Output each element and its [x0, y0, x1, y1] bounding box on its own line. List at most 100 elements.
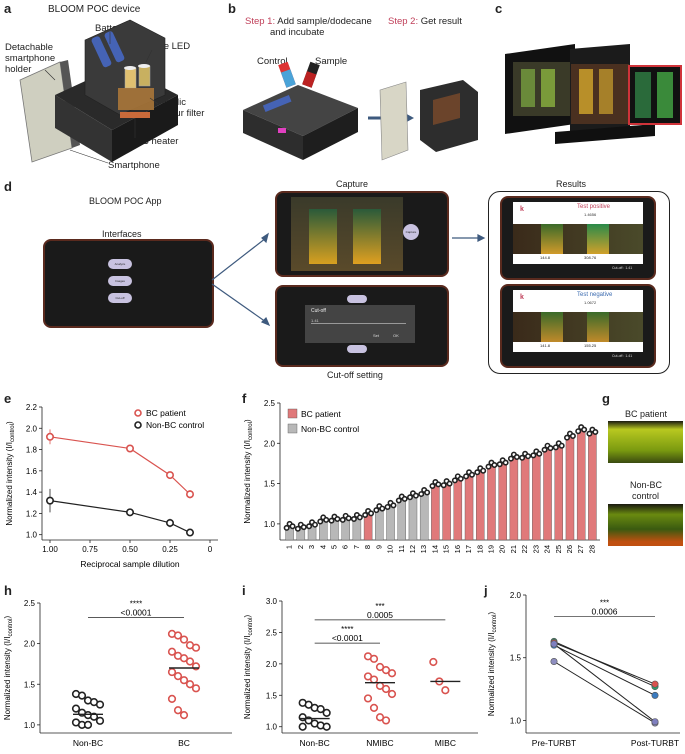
bar — [375, 509, 384, 541]
g-nonbc-label-1: Non-BC — [630, 480, 663, 490]
result-positive-cutoff: Cut-off : 1.41 — [612, 266, 633, 270]
y-tick-label: 2.0 — [264, 439, 276, 448]
replicate-point — [424, 489, 431, 496]
x-tick-label: 0 — [208, 545, 213, 554]
label-colour-filter: colour filter — [158, 108, 205, 119]
replicate-point — [592, 429, 599, 436]
result-negative-left: 141.8 — [540, 343, 551, 348]
y-tick-label: 2.5 — [24, 599, 36, 608]
panel-label-h: h — [4, 583, 12, 598]
cutoff-ok-button[interactable]: OK — [393, 333, 399, 338]
data-point — [186, 528, 195, 537]
x-tick-label: 26 — [565, 545, 574, 553]
bar — [453, 479, 463, 541]
result-positive-value: 1.4656 — [584, 212, 597, 217]
x-tick-label: 7 — [352, 545, 361, 549]
x-tick-label: 27 — [576, 545, 585, 553]
fit-curve-bc — [49, 436, 191, 495]
significance-stars: **** — [341, 625, 353, 634]
cutoff-input[interactable]: 1.41 — [311, 318, 406, 324]
cutoff-set-button[interactable]: Set — [373, 333, 380, 338]
results-box — [488, 191, 670, 374]
y-tick-label: 1.6 — [26, 467, 38, 476]
data-point — [298, 722, 307, 731]
data-point — [375, 662, 385, 672]
label-smartphone-1: smartphone — [5, 53, 56, 64]
x-tick-label: 24 — [543, 545, 552, 553]
replicate-point — [379, 505, 386, 512]
significance-stars: *** — [600, 598, 609, 607]
p-value: <0.0001 — [121, 608, 152, 618]
bar — [431, 484, 440, 541]
replicate-point — [390, 502, 397, 509]
result-negative-phone: k Test negative 1.0672 141.8 155.25 Cut-… — [500, 284, 656, 368]
data-point — [89, 712, 99, 721]
result-positive-label: Test positive — [577, 204, 611, 210]
replicate-point — [283, 524, 290, 531]
capture-label: Capture — [336, 179, 369, 189]
panel-label-d: d — [4, 179, 12, 194]
bar — [554, 446, 563, 541]
x-tick-label: 20 — [498, 545, 507, 553]
y-tick-label: 1.5 — [266, 691, 278, 700]
x-tick-label: 17 — [464, 545, 473, 553]
replicate-point — [457, 475, 464, 482]
x-tick-label: 23 — [531, 545, 540, 553]
pre-point — [550, 640, 558, 648]
menu-analyze-button[interactable]: Analyze — [108, 259, 132, 269]
camera-preview — [291, 197, 403, 271]
significance-stars: *** — [375, 602, 384, 611]
result-negative-value: 1.0672 — [584, 300, 597, 305]
y-tick-label: 1.0 — [264, 520, 276, 529]
menu-images-button[interactable]: Images — [108, 276, 132, 286]
cutoff-dialog: Cut-off 1.41 Set OK — [305, 305, 415, 343]
x-tick-label: 0.50 — [122, 545, 138, 554]
data-point — [369, 654, 379, 663]
x-tick-label: BC — [178, 738, 190, 748]
menu-cutoff-button[interactable]: Cut-off — [108, 293, 132, 303]
replicate-point — [485, 463, 492, 470]
chart-e: 1.0 1.2 1.4 1.6 1.8 2.0 2.2 1.00 0.75 0.50 0.25 0 Re… — [5, 403, 218, 569]
y-tick-label: 2.5 — [266, 628, 278, 637]
replicate-point — [558, 442, 565, 449]
replicate-point — [507, 455, 514, 462]
bc-patient-photo — [608, 421, 683, 463]
replicate-point — [541, 446, 548, 453]
data-point — [191, 684, 201, 693]
bar — [509, 457, 519, 541]
replicate-point — [311, 521, 318, 528]
replicate-point — [480, 467, 487, 474]
replicate-point — [581, 426, 588, 433]
replicate-point — [328, 517, 335, 524]
y-tick-label: 1.5 — [264, 480, 276, 489]
result-positive-phone: k Test positive 1.4656 144.8 308.76 Cut-… — [500, 196, 656, 280]
y-axis-label: Normalized intensity (I/Icontrol) — [487, 612, 498, 717]
replicate-point — [569, 433, 576, 440]
replicate-point — [564, 434, 571, 441]
replicate-point — [519, 454, 526, 461]
label-heater: 37 °C heater — [125, 136, 179, 147]
bar — [285, 526, 294, 541]
y-tick-label: 1.5 — [24, 680, 36, 689]
replicate-point — [339, 516, 346, 523]
x-tick-label: Post-TURBT — [631, 738, 679, 748]
workflow-illustration — [243, 61, 478, 161]
bar — [386, 505, 395, 541]
x-tick-label: 18 — [475, 545, 484, 553]
control-label: Control — [257, 56, 288, 67]
fit-curve-non-bc — [49, 500, 191, 534]
device-illustration — [19, 19, 178, 164]
patient-line — [553, 644, 656, 696]
bar — [307, 525, 317, 541]
data-point — [77, 691, 87, 700]
capture-button[interactable]: Capture — [403, 224, 419, 240]
bar — [476, 471, 485, 541]
y-axis-label: Normalized intensity (I/Icontrol) — [5, 421, 16, 526]
y-tick-label: 1.2 — [26, 509, 38, 518]
post-point — [651, 718, 659, 726]
acrylic-filter-shape — [118, 88, 154, 110]
post-point — [651, 680, 659, 688]
step1-text: Add sample/dodecane — [277, 16, 372, 27]
data-point — [322, 708, 331, 717]
x-tick-label: 2 — [296, 545, 305, 549]
